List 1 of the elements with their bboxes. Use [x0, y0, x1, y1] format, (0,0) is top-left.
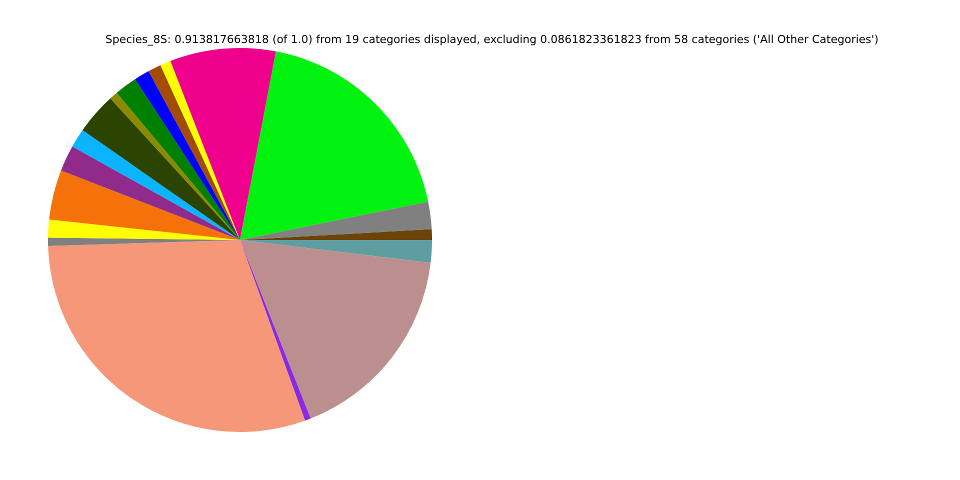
text: Species_8S: 0.913817663818 (of 1.0) from 19 categories displayed, excluding 0.0861823361823 from 58 categories ('All Other Categories'): [105, 32, 879, 46]
